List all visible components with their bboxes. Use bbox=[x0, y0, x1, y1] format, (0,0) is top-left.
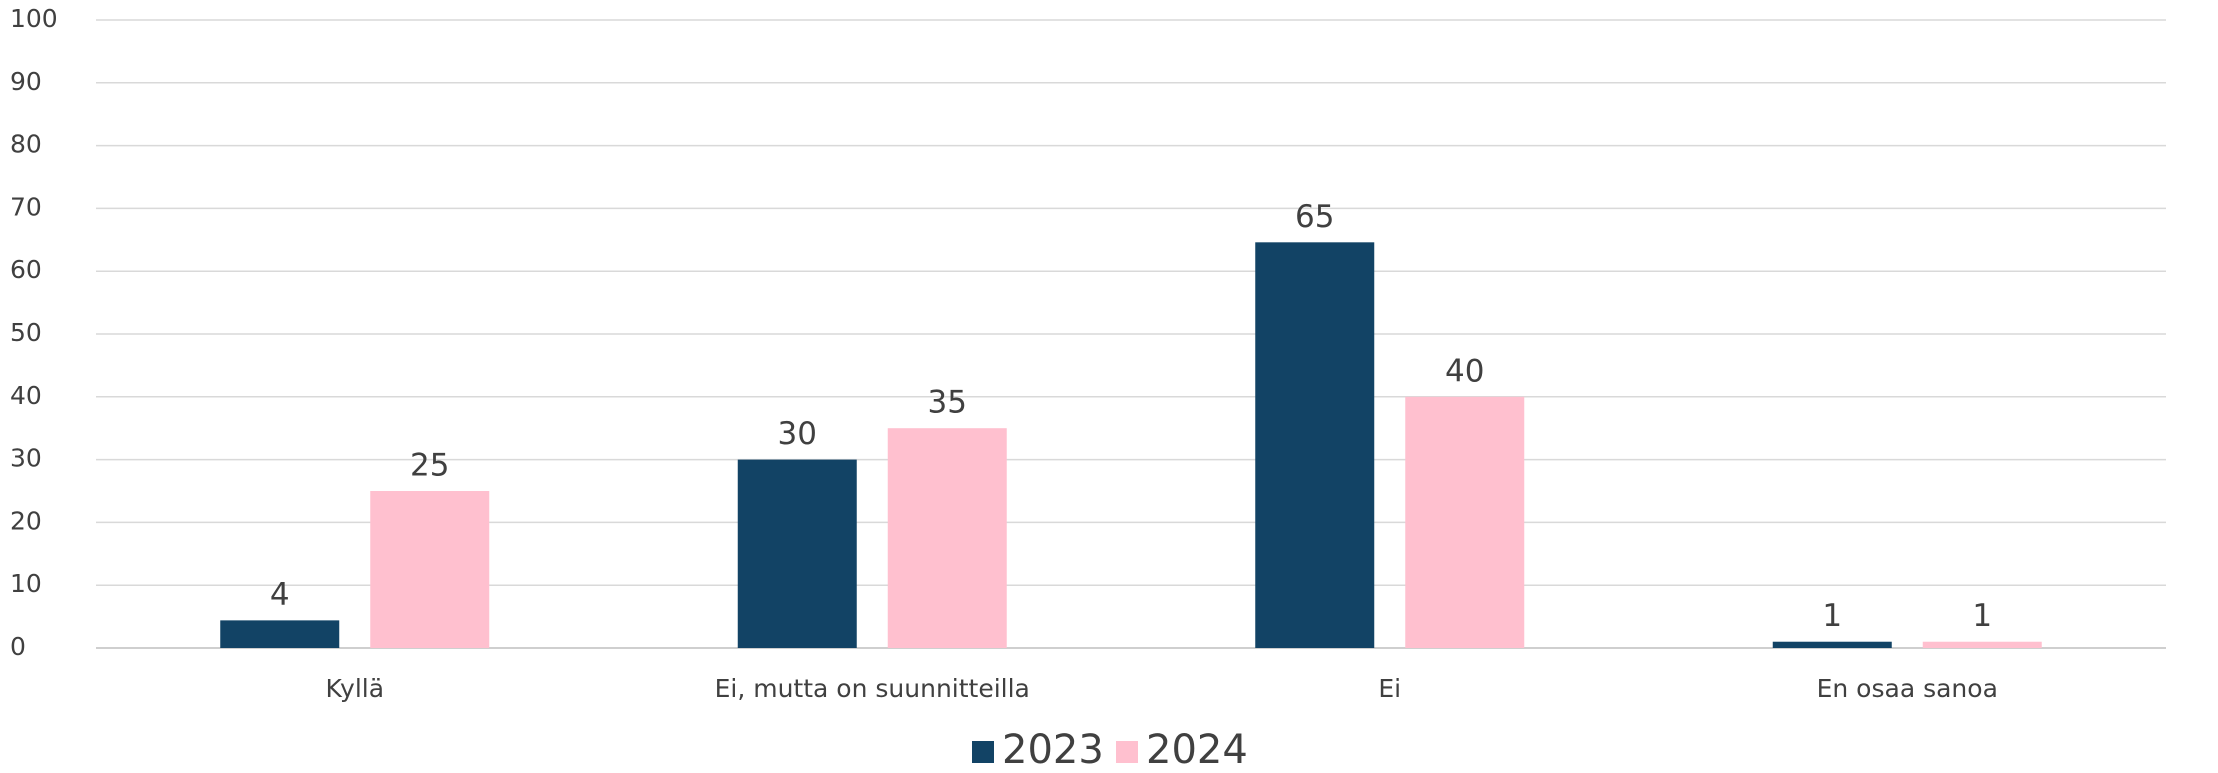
y-tick-label: 50 bbox=[10, 318, 42, 347]
bar bbox=[370, 491, 490, 648]
y-tick-label: 60 bbox=[10, 255, 42, 284]
y-tick-label: 70 bbox=[10, 192, 42, 221]
x-tick-label: Kyllä bbox=[325, 674, 384, 703]
x-tick-label: En osaa sanoa bbox=[1817, 674, 1998, 703]
value-label: 65 bbox=[1295, 199, 1334, 235]
bar bbox=[1922, 641, 2042, 648]
bar bbox=[220, 620, 340, 648]
y-tick-label: 0 bbox=[10, 632, 26, 661]
y-tick-label: 30 bbox=[10, 444, 42, 473]
bar bbox=[1772, 641, 1892, 648]
bar bbox=[1255, 242, 1375, 648]
y-tick-label: 90 bbox=[10, 67, 42, 96]
y-tick-label: 100 bbox=[10, 4, 58, 33]
x-tick-label: Ei, mutta on suunnitteilla bbox=[715, 674, 1030, 703]
legend-label: 2023 bbox=[1002, 727, 1104, 773]
value-label: 25 bbox=[410, 448, 449, 484]
bar bbox=[737, 459, 857, 648]
value-label: 30 bbox=[778, 416, 817, 452]
y-tick-label: 80 bbox=[10, 130, 42, 159]
y-tick-label: 40 bbox=[10, 381, 42, 410]
x-tick-label: Ei bbox=[1378, 674, 1401, 703]
legend-swatch bbox=[972, 741, 994, 763]
legend-swatch bbox=[1116, 741, 1138, 763]
value-label: 1 bbox=[1822, 598, 1842, 634]
y-tick-label: 10 bbox=[10, 569, 42, 598]
bar bbox=[1405, 396, 1525, 648]
legend-label: 2024 bbox=[1146, 727, 1248, 773]
value-label: 1 bbox=[1972, 598, 1992, 634]
value-label: 4 bbox=[270, 577, 290, 613]
value-label: 40 bbox=[1445, 353, 1484, 389]
bar bbox=[887, 428, 1007, 648]
y-tick-label: 20 bbox=[10, 506, 42, 535]
value-label: 35 bbox=[928, 385, 967, 421]
